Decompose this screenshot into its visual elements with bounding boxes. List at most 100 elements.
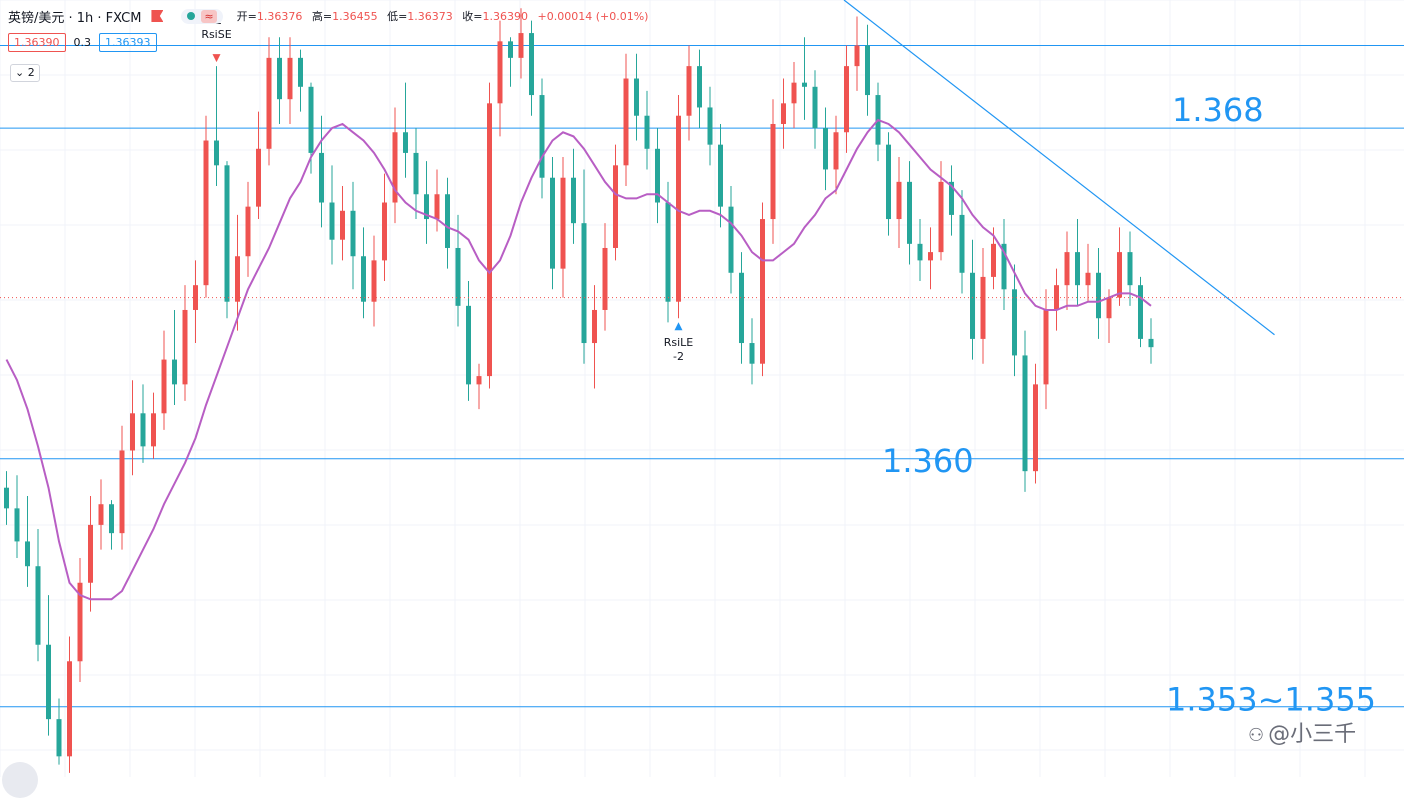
candle-body [896, 181, 902, 220]
close-value: 1.36390 [482, 10, 529, 23]
corner-logo[interactable] [2, 762, 38, 798]
buy-signal-arrow [674, 322, 683, 331]
candle-body [749, 343, 755, 364]
indicator-toggle[interactable]: ⌄ 2 [10, 64, 40, 82]
low-value: 1.36373 [407, 10, 453, 23]
candle-body [98, 504, 104, 525]
buy-price-button[interactable]: 1.36393 [99, 33, 157, 52]
candle-body [14, 508, 20, 542]
open-label: 开= [236, 10, 257, 23]
signal-label: RsiLE [664, 336, 694, 349]
candle-body [623, 78, 629, 166]
candle-body [1043, 309, 1049, 385]
candle-body [518, 33, 524, 58]
candle-body [350, 210, 356, 257]
horizontal-levels [0, 44, 1404, 708]
candle-body [319, 152, 324, 203]
level-label: 1.353~1.355 [1166, 681, 1376, 719]
candle-body [298, 57, 303, 87]
candle-body [35, 566, 41, 645]
candle-body [938, 181, 944, 253]
wave-icon: ≈ [201, 9, 217, 23]
downtrend-line[interactable] [843, 0, 1275, 336]
candle-body [277, 57, 282, 100]
level-label: 1.368 [1172, 91, 1264, 129]
candle-body [644, 115, 650, 149]
candle-body [329, 202, 335, 240]
chevron-down-icon: ⌄ [15, 66, 25, 79]
candle-body [224, 165, 230, 302]
candle-body [308, 86, 314, 153]
change-value: +0.00014 (+0.01%) [537, 10, 649, 23]
chart-header: 英镑/美元 · 1h · FXCM ≈ 开=1.36376 高=1.36455 … [8, 6, 654, 26]
candle-body [361, 256, 366, 302]
candle-body [4, 487, 9, 509]
candle-body [865, 45, 870, 96]
low-label: 低= [387, 10, 408, 23]
candle-body [550, 177, 555, 269]
candle-body [781, 103, 786, 124]
candle-body [970, 272, 975, 339]
sell-price-button[interactable]: 1.36390 [8, 33, 66, 52]
candle-body [886, 144, 891, 220]
spread-value: 0.3 [73, 36, 92, 49]
candle-body [676, 115, 681, 302]
candle-body [182, 309, 188, 385]
candle-body [812, 86, 818, 129]
candle-body [392, 132, 398, 203]
candle-body [455, 247, 461, 306]
flag-icon[interactable] [151, 10, 164, 22]
candle-body [487, 103, 492, 377]
watermark: ⚇ @小三千 [1248, 716, 1356, 748]
candle-body [949, 181, 954, 215]
candle-body [161, 359, 167, 414]
signal-qty: -2 [673, 350, 684, 363]
candle-body [130, 413, 135, 451]
candle-body [770, 123, 776, 220]
candle-body [760, 219, 765, 364]
moving-average-line [5, 118, 1152, 601]
candle-body [665, 202, 671, 302]
candle-body [959, 214, 965, 273]
candle-body [424, 194, 429, 220]
candle-body [1106, 297, 1112, 319]
candle-body [707, 107, 713, 145]
signal-label: RsiSE [201, 28, 231, 41]
high-label: 高= [311, 10, 333, 23]
candle-body [403, 132, 408, 153]
candle-body [991, 243, 996, 277]
candle-body [203, 140, 209, 286]
candle-body [823, 128, 828, 170]
ohlc-readout: 开=1.36376 高=1.36455 低=1.36373 收=1.36390 … [237, 8, 655, 24]
candle-body [1033, 384, 1038, 472]
candles [4, 8, 1154, 773]
candle-body [634, 78, 639, 116]
candle-body [1148, 338, 1154, 348]
candle-body [928, 252, 933, 261]
candle-body [67, 661, 72, 757]
candle-body [77, 582, 83, 662]
candle-body [844, 66, 849, 133]
market-status[interactable]: ≈ [181, 8, 223, 24]
candle-body [560, 177, 566, 269]
candle-body [1138, 285, 1143, 339]
candle-body [739, 272, 744, 344]
candle-body [686, 66, 692, 116]
candle-body [151, 413, 156, 447]
symbol-title[interactable]: 英镑/美元 · 1h · FXCM [8, 10, 142, 26]
quote-bar: 1.36390 0.3 1.36393 [8, 33, 157, 52]
candle-body [508, 41, 513, 58]
candle-body [655, 148, 660, 203]
candle-body [592, 309, 597, 344]
level-labels: 1.368 1.360 1.353~1.355 [882, 91, 1376, 719]
watermark-text: @小三千 [1268, 722, 1357, 747]
candle-body [718, 144, 723, 207]
candle-body [287, 57, 293, 100]
candle-body [56, 719, 62, 757]
candle-body [1085, 272, 1091, 286]
candle-body [980, 276, 986, 339]
candle-body [245, 206, 251, 257]
candle-body [1022, 355, 1028, 472]
candle-body [581, 223, 587, 344]
